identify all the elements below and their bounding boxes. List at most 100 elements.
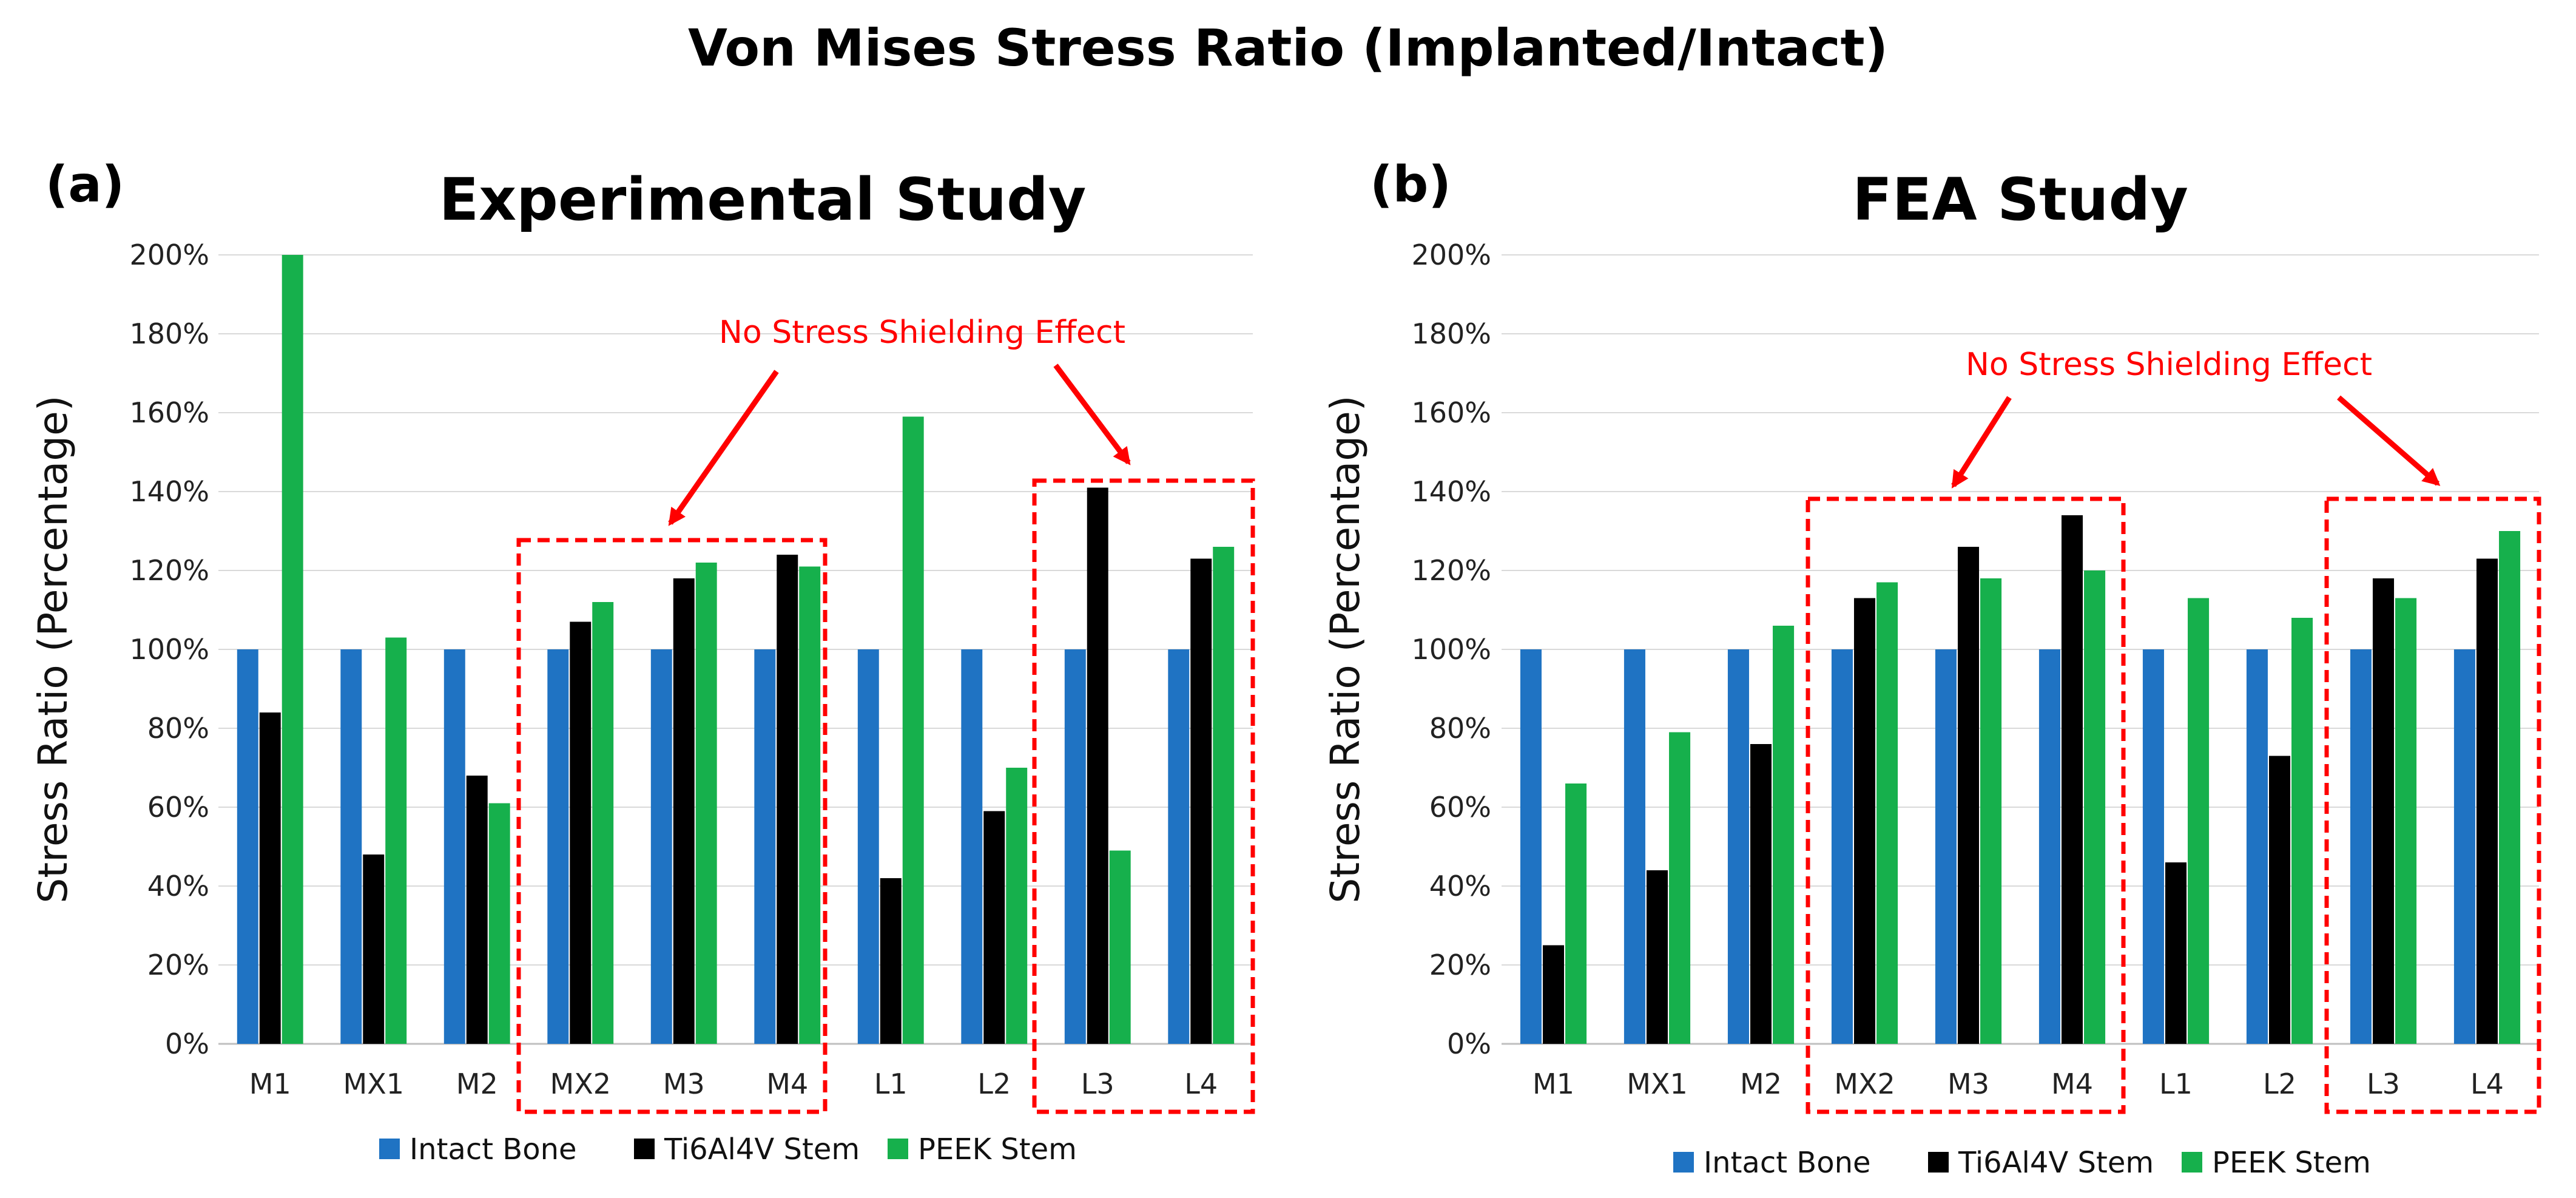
bar-peek-stem-mx1	[385, 637, 407, 1044]
bar-ti6al4v-stem-l4	[2476, 558, 2498, 1044]
bar-intact-bone-m4	[754, 649, 776, 1044]
y-tick-label: 40%	[147, 870, 209, 902]
bar-peek-stem-m2	[1773, 626, 1795, 1044]
y-tick-label: 180%	[1411, 317, 1491, 350]
bar-intact-bone-l2	[961, 649, 983, 1044]
y-tick-label: 200%	[129, 239, 209, 271]
y-tick-label: 140%	[1411, 475, 1491, 508]
bar-ti6al4v-stem-l3	[1087, 487, 1108, 1044]
bar-ti6al4v-stem-mx1	[1646, 870, 1668, 1044]
x-tick-label: L2	[2263, 1068, 2296, 1100]
bar-ti6al4v-stem-m1	[259, 712, 281, 1044]
annotation-text: No Stress Shielding Effect	[1966, 347, 2372, 383]
x-tick-label: M4	[766, 1068, 808, 1100]
bar-peek-stem-l2	[2291, 618, 2313, 1044]
bar-ti6al4v-stem-l1	[2165, 862, 2187, 1044]
bar-peek-stem-m4	[799, 566, 821, 1044]
bar-intact-bone-m3	[1935, 649, 1957, 1044]
annotation-text: No Stress Shielding Effect	[719, 314, 1125, 351]
x-tick-label: MX1	[343, 1068, 404, 1100]
x-tick-label: MX2	[1834, 1068, 1895, 1100]
bar-intact-bone-m4	[2038, 649, 2060, 1044]
annotation-arrow	[668, 370, 779, 526]
bar-peek-stem-mx2	[592, 602, 614, 1044]
legend-swatch-intact-bone	[1673, 1152, 1694, 1173]
x-tick-label: L1	[874, 1068, 908, 1100]
x-tick-label: M2	[456, 1068, 498, 1100]
bar-intact-bone-m2	[1727, 649, 1749, 1044]
panel-title: FEA Study	[1852, 166, 2188, 234]
y-tick-label: 20%	[1429, 949, 1491, 981]
bar-peek-stem-m1	[282, 255, 303, 1044]
annotation-arrow	[1951, 396, 2012, 489]
bar-peek-stem-l2	[1006, 768, 1028, 1044]
bar-intact-bone-m3	[650, 649, 672, 1044]
highlight-box	[1032, 478, 1255, 1114]
y-tick-label: 120%	[1411, 554, 1491, 587]
x-tick-label: L4	[2470, 1068, 2504, 1100]
x-tick-label: MX2	[550, 1068, 611, 1100]
legend-label: PEEK Stem	[2212, 1146, 2371, 1180]
bar-peek-stem-l1	[2188, 598, 2210, 1044]
bar-ti6al4v-stem-m1	[1542, 945, 1565, 1044]
bar-intact-bone-l1	[2142, 649, 2164, 1044]
panel-title: Experimental Study	[439, 166, 1087, 234]
panel-label: (b)	[1370, 156, 1451, 214]
bar-peek-stem-m4	[2084, 570, 2106, 1044]
y-axis-label: Stress Ratio (Percentage)	[30, 395, 76, 903]
bar-intact-bone-m1	[1520, 649, 1542, 1044]
legend-label: PEEK Stem	[918, 1132, 1077, 1166]
y-tick-label: 40%	[1429, 870, 1491, 902]
y-tick-label: 100%	[129, 633, 209, 666]
x-tick-label: L4	[1184, 1068, 1218, 1100]
bar-intact-bone-l3	[2350, 649, 2372, 1044]
x-tick-label: M3	[663, 1068, 705, 1100]
annotation-arrow	[1053, 364, 1131, 465]
y-tick-label: 80%	[1429, 712, 1491, 745]
legend-label: Intact Bone	[410, 1132, 577, 1166]
x-tick-label: M3	[1947, 1068, 1989, 1100]
bar-peek-stem-m1	[1565, 783, 1587, 1044]
y-tick-label: 160%	[129, 396, 209, 429]
y-tick-label: 0%	[165, 1027, 209, 1060]
highlight-box	[1806, 496, 2126, 1114]
y-tick-label: 120%	[129, 554, 209, 587]
figure-title: Von Mises Stress Ratio (Implanted/Intact…	[688, 18, 1888, 78]
bar-intact-bone-l1	[857, 649, 879, 1044]
bar-ti6al4v-stem-mx2	[570, 621, 592, 1044]
y-tick-label: 20%	[147, 949, 209, 981]
annotation-arrow	[2337, 395, 2441, 486]
bar-peek-stem-m2	[488, 803, 510, 1044]
highlight-box	[2324, 496, 2541, 1114]
bar-intact-bone-l3	[1064, 649, 1086, 1044]
y-tick-label: 60%	[1429, 791, 1491, 824]
x-tick-label: M2	[1740, 1068, 1782, 1100]
bar-intact-bone-l2	[2246, 649, 2268, 1044]
legend-swatch-intact-bone	[379, 1139, 400, 1159]
legend-swatch-ti6al4v-stem	[1928, 1152, 1949, 1173]
y-tick-label: 200%	[1411, 239, 1491, 271]
y-tick-label: 60%	[147, 791, 209, 824]
bar-peek-stem-m3	[695, 563, 717, 1044]
x-tick-label: L3	[1081, 1068, 1114, 1100]
y-tick-label: 160%	[1411, 396, 1491, 429]
bar-peek-stem-m3	[1980, 578, 2002, 1044]
legend: Intact Bone Ti6Al4V Stem PEEK Stem	[379, 1132, 1077, 1166]
panel-fea: (b) FEA Study 0% 20% 40% 60% 80% 100% 120% 140% 16…	[1322, 156, 2541, 1180]
bar-peek-stem-l3	[2395, 598, 2417, 1044]
bar-peek-stem-mx1	[1669, 732, 1691, 1044]
bar-intact-bone-mx1	[340, 649, 362, 1044]
bar-intact-bone-l4	[2453, 649, 2475, 1044]
legend-swatch-peek-stem	[2182, 1152, 2202, 1173]
y-tick-label: 140%	[129, 475, 209, 508]
bar-peek-stem-l1	[902, 416, 924, 1044]
bar-peek-stem-l3	[1109, 850, 1131, 1044]
legend-swatch-peek-stem	[888, 1139, 908, 1159]
legend: Intact Bone Ti6Al4V Stem PEEK Stem	[1673, 1146, 2371, 1180]
bar-ti6al4v-stem-mx2	[1853, 598, 1876, 1044]
y-tick-label: 100%	[1411, 633, 1491, 666]
y-tick-label: 0%	[1447, 1027, 1491, 1060]
bar-ti6al4v-stem-m4	[777, 555, 798, 1044]
highlight-box	[516, 538, 828, 1114]
panel-experimental: (a) Experimental Study 0% 20% 40% 60% 80% 100% 1…	[30, 156, 1255, 1166]
